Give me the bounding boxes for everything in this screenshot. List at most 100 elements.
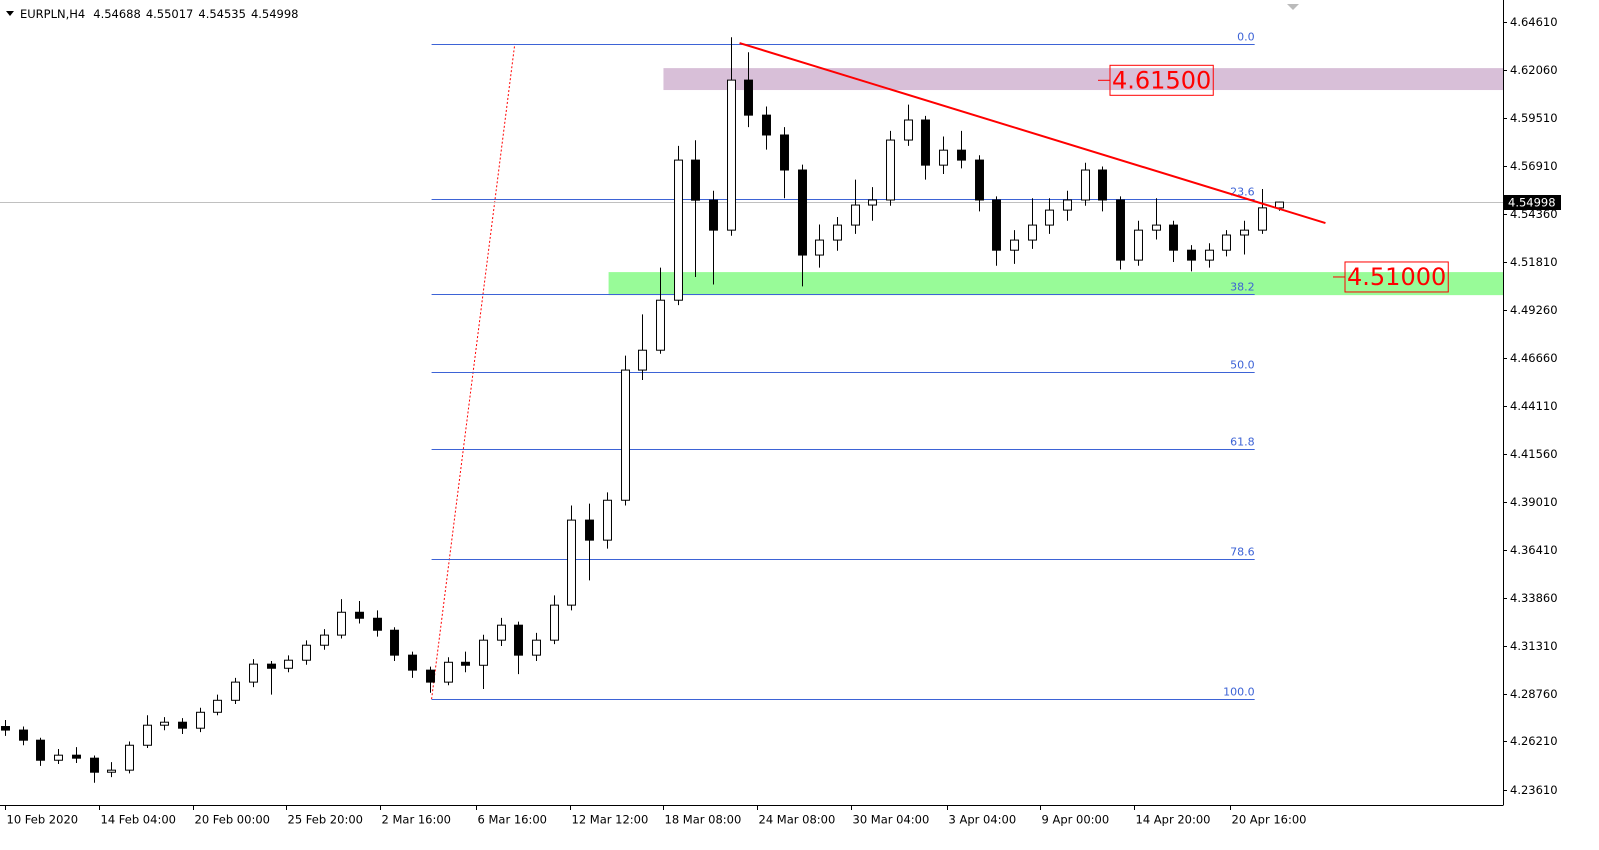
candle: [550, 595, 559, 645]
y-tick-label: 4.33860: [1510, 591, 1558, 605]
candle-body: [585, 519, 594, 541]
x-tick-label: 10 Feb 2020: [7, 813, 79, 827]
candle: [125, 741, 134, 774]
candle: [461, 651, 470, 673]
candle-body: [921, 119, 930, 166]
candle: [603, 492, 612, 549]
candle-body: [815, 239, 824, 256]
candle: [532, 632, 541, 661]
y-tick-label: 4.54360: [1510, 207, 1558, 221]
candle: [1116, 196, 1125, 270]
candle: [373, 610, 382, 637]
candle: [479, 634, 488, 690]
candle-body: [833, 224, 842, 241]
candle-body: [1098, 169, 1107, 201]
candle: [939, 136, 948, 174]
y-tick-label: 4.62060: [1510, 63, 1558, 77]
x-tick-label: 24 Mar 08:00: [759, 813, 836, 827]
candle-body: [904, 119, 913, 141]
candle-body: [674, 159, 683, 301]
candle: [54, 748, 63, 764]
candle-body: [72, 754, 81, 759]
open: 4.54688: [93, 7, 141, 21]
candle-body: [196, 711, 205, 729]
header: EURPLN,H4 4.54688 4.55017 4.54535 4.54998: [20, 7, 299, 21]
candle-body: [798, 169, 807, 256]
candle: [762, 106, 771, 150]
candle: [426, 666, 435, 693]
candle-body: [479, 639, 488, 666]
candle-body: [1063, 199, 1072, 211]
candle-body: [567, 519, 576, 606]
trendline: [739, 42, 1326, 224]
candle-body: [1258, 207, 1267, 231]
zone-label-box: [1344, 261, 1449, 293]
candle-body: [426, 669, 435, 683]
candle-body: [1205, 249, 1214, 261]
candle-body: [1045, 209, 1054, 226]
shift-marker: [1287, 4, 1299, 10]
candle-body: [408, 654, 417, 671]
candle: [868, 187, 877, 221]
candle: [1258, 188, 1267, 234]
zone: [608, 272, 1503, 296]
candle-body: [638, 349, 647, 371]
candle-body: [249, 663, 258, 683]
candle: [656, 267, 665, 354]
candle-body: [444, 661, 453, 683]
candle: [90, 755, 99, 783]
x-tick-label: 9 Apr 00:00: [1042, 813, 1110, 827]
candle: [904, 104, 913, 146]
x-tick-label: 25 Feb 20:00: [288, 813, 363, 827]
low: 4.54535: [198, 7, 246, 21]
close: 4.54998: [251, 7, 299, 21]
zone-label-box: [1109, 64, 1214, 96]
candle-body: [603, 499, 612, 541]
candle-body: [373, 617, 382, 631]
y-tick-label: 4.36410: [1510, 543, 1558, 557]
candle-body: [54, 754, 63, 761]
candle-body: [1187, 249, 1196, 261]
candle: [567, 505, 576, 611]
candle-body: [762, 114, 771, 136]
candle-body: [621, 369, 630, 501]
candle: [1222, 230, 1231, 257]
x-tick-label: 14 Apr 20:00: [1136, 813, 1211, 827]
candle-body: [1222, 234, 1231, 251]
candle-body: [1010, 239, 1019, 251]
candle: [1081, 162, 1090, 206]
candle-body: [320, 634, 329, 646]
candle: [709, 190, 718, 285]
fib-label: 78.6: [1230, 546, 1255, 559]
candle-body: [461, 661, 470, 666]
candle: [1, 719, 10, 736]
candle: [178, 718, 187, 735]
candle: [231, 677, 240, 705]
candle-body: [957, 149, 966, 161]
candle-body: [1169, 224, 1178, 251]
candle-body: [691, 159, 700, 201]
candle: [143, 715, 152, 749]
candle: [815, 224, 824, 268]
y-tick-label: 4.26210: [1510, 734, 1558, 748]
candle-body: [1152, 224, 1161, 231]
candle: [1098, 166, 1107, 212]
y-tick-label: 4.56910: [1510, 159, 1558, 173]
candle-body: [1, 726, 10, 731]
candle: [1134, 220, 1143, 266]
candle: [1169, 220, 1178, 262]
fib-label: 0.0: [1237, 31, 1255, 44]
candle-body: [160, 721, 169, 726]
y-tick-label: 4.44110: [1510, 399, 1558, 413]
y-tick-label: 4.49260: [1510, 303, 1558, 317]
y-tick-label: 4.23610: [1510, 783, 1558, 797]
candle: [390, 627, 399, 661]
candle-body: [19, 729, 28, 741]
candle-body: [709, 199, 718, 231]
candle-body: [1028, 224, 1037, 241]
candle: [320, 629, 329, 650]
candle-body: [975, 159, 984, 201]
candle: [160, 717, 169, 731]
candle-body: [1116, 199, 1125, 261]
candle-body: [727, 79, 736, 231]
